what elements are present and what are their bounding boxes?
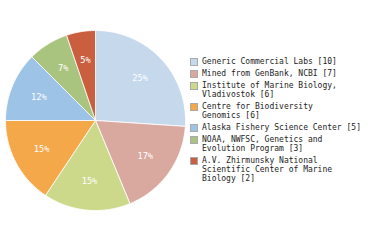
svg-text:7%: 7% (58, 63, 69, 73)
svg-text:25%: 25% (132, 73, 148, 83)
html-text:A.V. Zhirmunsky National Scien: A.V. Zhirmunsky National Scientific Cent… (202, 156, 332, 183)
svg-text:5%: 5% (80, 55, 91, 65)
html-text:Institute of Marine Biology, V: Institute of Marine Biology, Vladivostok… (202, 81, 337, 99)
html-text:Centre for Biodiversity Genomi: Centre for Biodiversity Genomics [6] (202, 102, 313, 120)
svg-text:15%: 15% (34, 144, 50, 154)
svg-text:12%: 12% (31, 92, 47, 102)
html-text:Alaska Fishery Science Center: Alaska Fishery Science Center [5] (202, 123, 361, 132)
html-text:Generic Commercial Labs [10]: Generic Commercial Labs [10] (202, 57, 337, 66)
svg-text:17%: 17% (137, 151, 153, 161)
svg-text:15%: 15% (82, 176, 98, 186)
html-text:NOAA, NWFSC, Genetics and Evol: NOAA, NWFSC, Genetics and Evolution Prog… (202, 135, 323, 153)
html-text:Mined from GenBank, NCBI [7]: Mined from GenBank, NCBI [7] (202, 69, 337, 78)
